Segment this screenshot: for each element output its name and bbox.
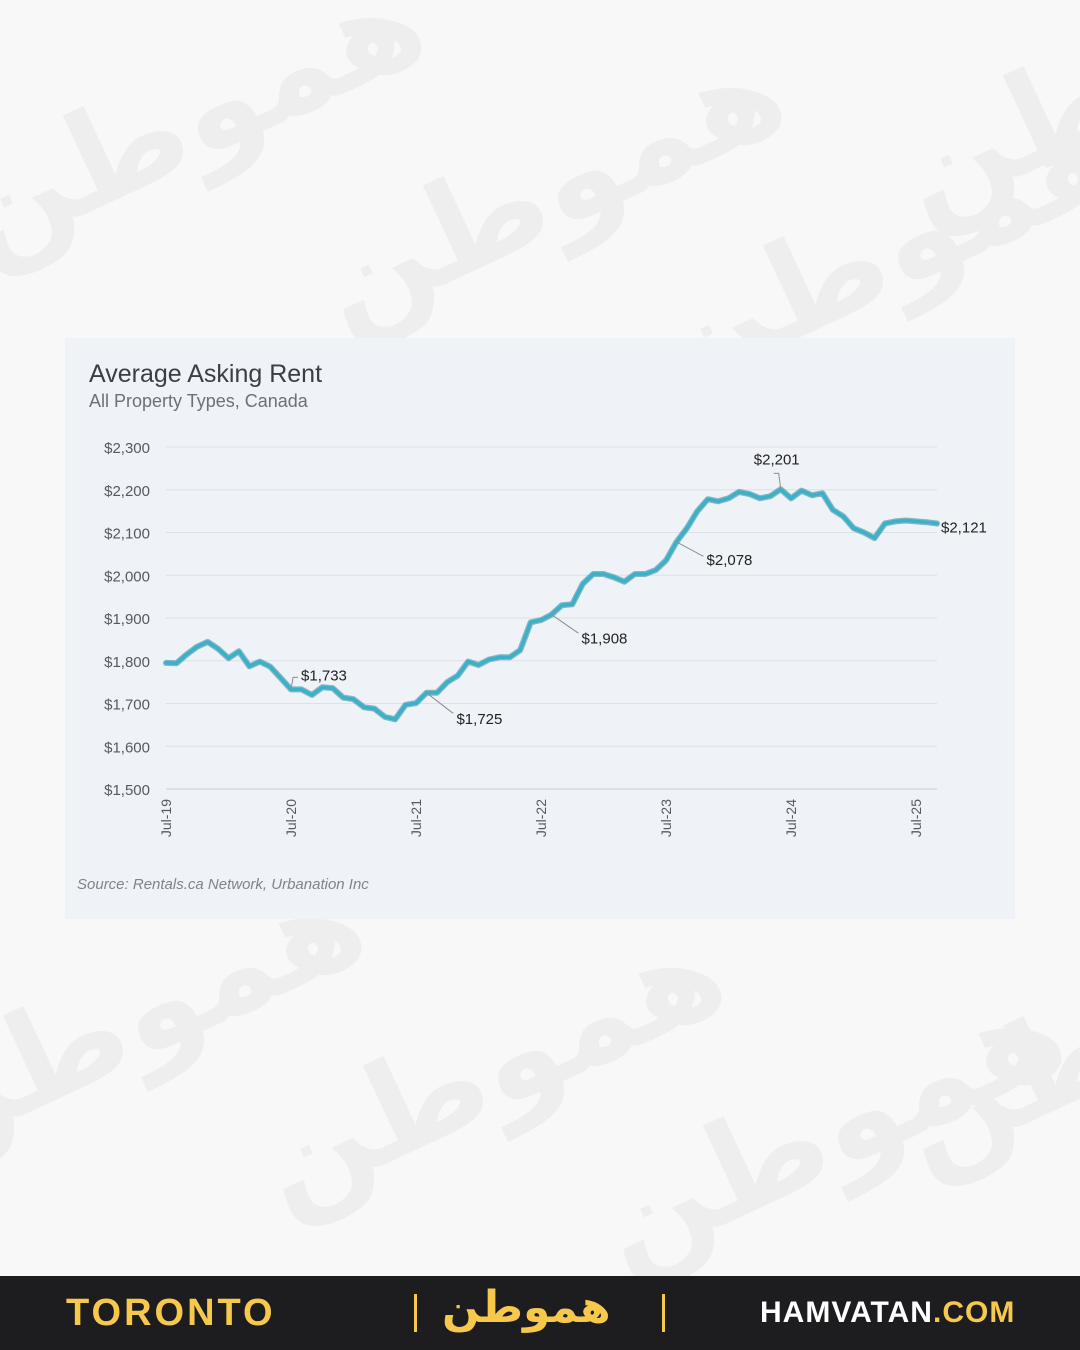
footer-site-name: HAMVATAN: [760, 1296, 933, 1329]
annotation-leader: [290, 676, 299, 690]
chart-card: $1,500 $1,600 $1,700 $1,800 $1,900 $2,000 $2,1…: [65, 338, 1015, 919]
line-chart: $1,500 $1,600 $1,700 $1,800 $1,900 $2,000 $2,1…: [104, 440, 987, 837]
data-label: $1,725: [456, 711, 502, 728]
annotation-leader: [551, 614, 579, 634]
y-tick-label: $1,600: [104, 739, 150, 756]
series-line: [164, 487, 939, 722]
y-tick-label: $1,900: [104, 611, 150, 628]
x-tick-label: Jul-21: [408, 799, 424, 837]
x-tick-label: Jul-22: [533, 799, 549, 837]
annotation-leader: [676, 541, 704, 557]
y-tick-label: $2,000: [104, 568, 150, 585]
data-label: $2,201: [754, 451, 800, 468]
series-line-shadow: [163, 486, 940, 723]
data-label: $2,121: [941, 520, 987, 537]
y-tick-label: $2,100: [104, 526, 150, 543]
y-tick-label: $1,500: [104, 782, 150, 799]
data-label: $2,078: [707, 552, 753, 569]
footer-logo: همو‌طن: [442, 1282, 611, 1333]
chart-subtitle: All Property Types, Canada: [89, 391, 308, 411]
footer-city: TORONTO: [66, 1292, 276, 1334]
footer-divider: [662, 1294, 665, 1332]
y-tick-label: $1,700: [104, 697, 150, 714]
y-tick-label: $1,800: [104, 654, 150, 671]
annotation-leader: [426, 692, 454, 714]
footer-site-tld: .COM: [932, 1296, 1016, 1329]
y-tick-label: $2,300: [104, 440, 150, 457]
chart-source: Source: Rentals.ca Network, Urbanation I…: [77, 876, 369, 893]
x-tick-label: Jul-25: [908, 799, 924, 837]
footer-bar: TORONTO همو‌طن HAMVATAN.COM: [0, 1276, 1080, 1350]
footer-website-link[interactable]: HAMVATAN.COM: [760, 1296, 1015, 1330]
data-label: $1,908: [582, 631, 628, 648]
x-tick-label: Jul-23: [658, 799, 674, 837]
data-label: $1,733: [301, 667, 347, 684]
x-tick-label: Jul-24: [783, 799, 799, 837]
x-tick-label: Jul-20: [283, 799, 299, 837]
footer-divider: [414, 1294, 417, 1332]
chart-title: Average Asking Rent: [89, 360, 323, 388]
x-tick-label: Jul-19: [158, 799, 174, 837]
annotation-leader: [773, 472, 782, 490]
y-tick-label: $2,200: [104, 483, 150, 500]
